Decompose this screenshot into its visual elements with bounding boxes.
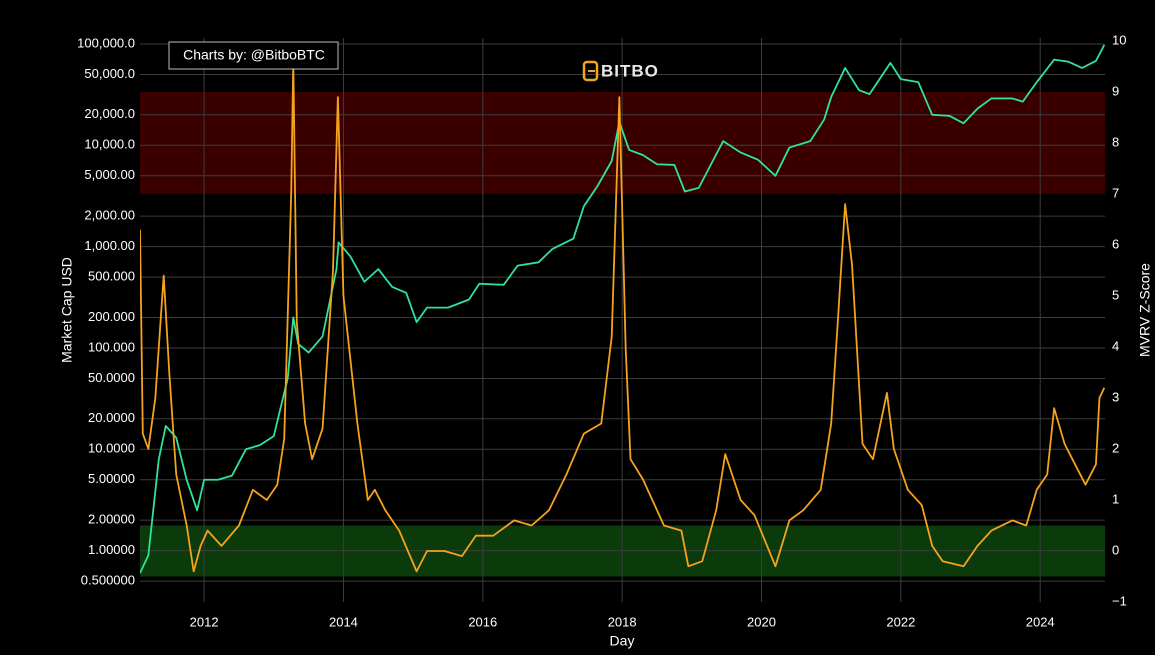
y-tick-label: 2.00000 (88, 512, 135, 527)
x-tick-label: 2018 (608, 614, 637, 629)
y2-tick-label: 3 (1112, 389, 1119, 404)
lines (140, 44, 1105, 574)
y-tick-label: 100,000.0 (77, 35, 135, 50)
watermark: BITBO (601, 61, 659, 80)
y-tick-label: 50,000.0 (84, 66, 135, 81)
y2-tick-label: 5 (1112, 287, 1119, 302)
x-axis-label: Day (610, 633, 635, 649)
series-line (140, 44, 1105, 574)
y2-tick-label: 7 (1112, 185, 1119, 200)
y2-tick-label: −1 (1112, 593, 1127, 608)
y2-tick-label: 8 (1112, 134, 1119, 149)
y2-tick-label: 4 (1112, 338, 1119, 353)
y-tick-label: 100.000 (88, 339, 135, 354)
x-tick-label: 2012 (190, 614, 219, 629)
annotation: Charts by: @BitboBTC (183, 47, 325, 63)
y-tick-label: 20.0000 (88, 410, 135, 425)
y2-tick-label: 9 (1112, 83, 1119, 98)
x-tick-label: 2022 (886, 614, 915, 629)
y-tick-label: 5,000.00 (84, 167, 135, 182)
y-axis-label: Market Cap USD (59, 257, 75, 363)
y2-tick-label: 10 (1112, 32, 1126, 47)
y-tick-label: 20,000.0 (84, 106, 135, 121)
x-tick-label: 2020 (747, 614, 776, 629)
y-tick-label: 200.000 (88, 309, 135, 324)
y2-tick-label: 0 (1112, 542, 1119, 557)
y-tick-label: 1,000.00 (84, 238, 135, 253)
annotation-box (168, 41, 339, 70)
y-tick-label: 500.000 (88, 269, 135, 284)
x-tick-label: 2024 (1026, 614, 1055, 629)
y2-tick-label: 2 (1112, 440, 1119, 455)
y-tick-label: 50.0000 (88, 370, 135, 385)
labels: 2012 2014 2016 2018 2020 2022 20240.5000001.00… (77, 32, 1127, 629)
y-tick-label: 2,000.00 (84, 208, 135, 223)
x-tick-label: 2014 (329, 614, 358, 629)
watermark-logo (582, 60, 599, 82)
series-line (140, 60, 1105, 573)
x-tick-label: 2016 (468, 614, 497, 629)
y2-tick-label: 1 (1112, 491, 1119, 506)
y-tick-label: 10.0000 (88, 441, 135, 456)
y2-axis-label: MVRV Z-Score (1137, 263, 1153, 357)
y-tick-label: 1.00000 (88, 542, 135, 557)
grid (140, 38, 1105, 602)
y-tick-label: 5.00000 (88, 471, 135, 486)
y2-tick-label: 6 (1112, 236, 1119, 251)
y-tick-label: 0.500000 (81, 573, 135, 588)
y-tick-label: 10,000.0 (84, 137, 135, 152)
